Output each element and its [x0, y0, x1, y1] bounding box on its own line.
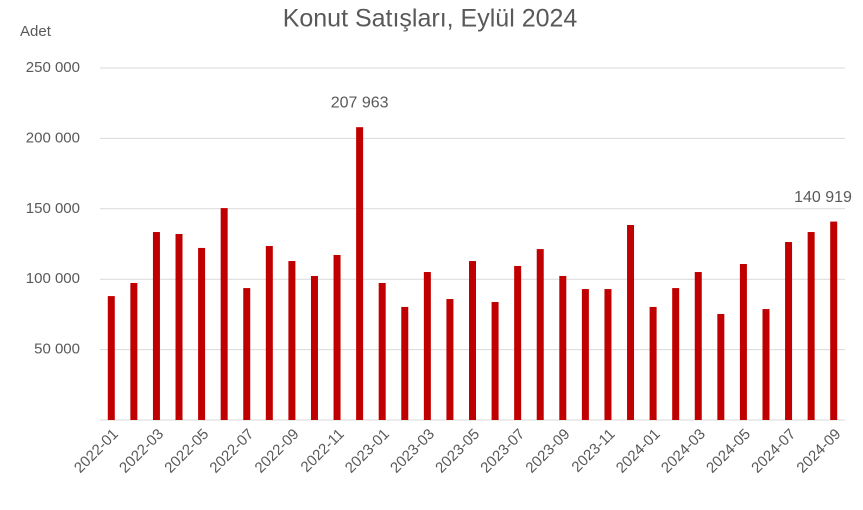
y-tick-label: 150 000: [26, 200, 80, 217]
x-tick-label: 2023-09: [522, 426, 573, 477]
x-tick-label: 2023-05: [432, 426, 483, 477]
bar: [243, 288, 251, 420]
bar: [739, 263, 747, 420]
x-tick-label: 2022-05: [161, 426, 212, 477]
bar: [469, 261, 476, 420]
x-tick-label: 2023-11: [568, 426, 618, 476]
bar: [130, 283, 138, 420]
bar: [627, 224, 635, 420]
bar: [514, 265, 522, 420]
bar: [649, 306, 657, 420]
bar: [672, 288, 680, 420]
x-tick-label: 2024-01: [613, 426, 664, 477]
bar: [198, 247, 206, 420]
bar: [107, 296, 115, 420]
bar: [536, 249, 544, 420]
x-tick-label: 2024-05: [703, 426, 754, 477]
bar: [830, 221, 838, 420]
y-tick-label: 50 000: [34, 341, 80, 358]
bar: [220, 208, 228, 420]
x-tick-label: 2024-07: [748, 426, 799, 477]
x-tick-label: 2022-03: [116, 426, 167, 477]
bar: [175, 234, 183, 420]
x-tick-label: 2024-09: [793, 426, 844, 477]
chart-title: Konut Satışları, Eylül 2024: [283, 5, 578, 33]
bar: [378, 283, 386, 420]
x-tick-label: 2022-07: [206, 426, 257, 477]
bar: [288, 261, 296, 420]
bar: [807, 232, 815, 420]
bar: [333, 254, 341, 420]
bar: [265, 245, 273, 420]
y-tick-label: 200 000: [26, 129, 80, 146]
bar: [401, 306, 409, 420]
bar: [762, 309, 770, 420]
bar: [423, 272, 431, 420]
bar: [446, 299, 454, 420]
bar: [152, 232, 160, 420]
x-tick-label: 2022-11: [298, 426, 348, 476]
y-tick-label: 100 000: [26, 270, 80, 287]
bar: [581, 289, 589, 420]
y-tick-label: 250 000: [26, 59, 80, 76]
bar: [717, 313, 725, 420]
x-tick-label: 2023-03: [387, 426, 438, 477]
x-tick-label: 2024-03: [658, 426, 709, 477]
data-label: 140 919: [794, 189, 852, 206]
bar: [559, 275, 567, 420]
x-tick-label: 2022-01: [71, 426, 122, 477]
data-label: 207 963: [331, 94, 389, 111]
bar: [694, 272, 702, 420]
x-tick-label: 2023-01: [342, 426, 393, 477]
x-tick-label: 2023-07: [477, 426, 528, 477]
bar: [785, 242, 793, 420]
y-axis-label: Adet: [20, 23, 52, 40]
bar: [604, 289, 612, 420]
bar: [310, 275, 318, 420]
bar: [356, 127, 364, 420]
bar: [491, 302, 499, 420]
x-tick-label: 2022-09: [252, 426, 303, 477]
